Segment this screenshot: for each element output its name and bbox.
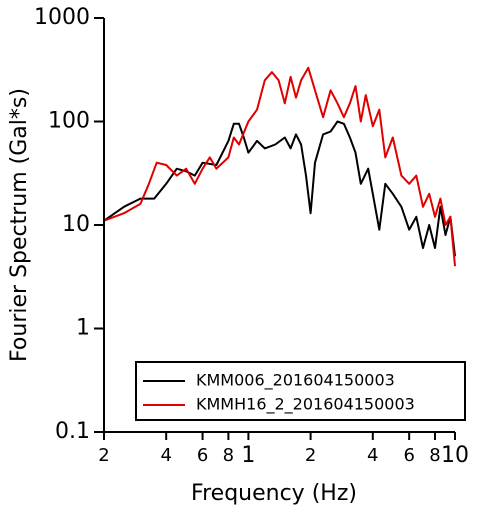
- data-line: [103, 66, 456, 267]
- y-tick-label: 10: [62, 212, 90, 237]
- x-axis-title: Frequency (Hz): [191, 481, 357, 506]
- x-tick-label: 1: [241, 443, 255, 468]
- x-tick-label: 6: [403, 445, 414, 466]
- y-tick-label: 1000: [34, 5, 90, 30]
- x-tick-label: 8: [223, 445, 234, 466]
- y-tick-label: 1: [76, 316, 90, 341]
- x-tick-label: 2: [305, 445, 316, 466]
- y-axis-title: Fourier Spectrum (Gal*s): [7, 88, 32, 362]
- data-line: [103, 120, 456, 257]
- x-tick-label: 10: [441, 443, 469, 468]
- y-tick-label: 100: [48, 109, 90, 134]
- x-tick-label: 6: [197, 445, 208, 466]
- x-tick-label: 4: [367, 445, 378, 466]
- x-tick-label: 8: [429, 445, 440, 466]
- x-tick-label: 4: [160, 445, 171, 466]
- legend-box: [135, 361, 466, 421]
- x-tick-label: 2: [98, 445, 109, 466]
- y-tick-label: 0.1: [55, 419, 90, 444]
- legend-label: KMMH16_2_201604150003: [196, 395, 415, 415]
- legend-label: KMM006_201604150003: [196, 371, 395, 391]
